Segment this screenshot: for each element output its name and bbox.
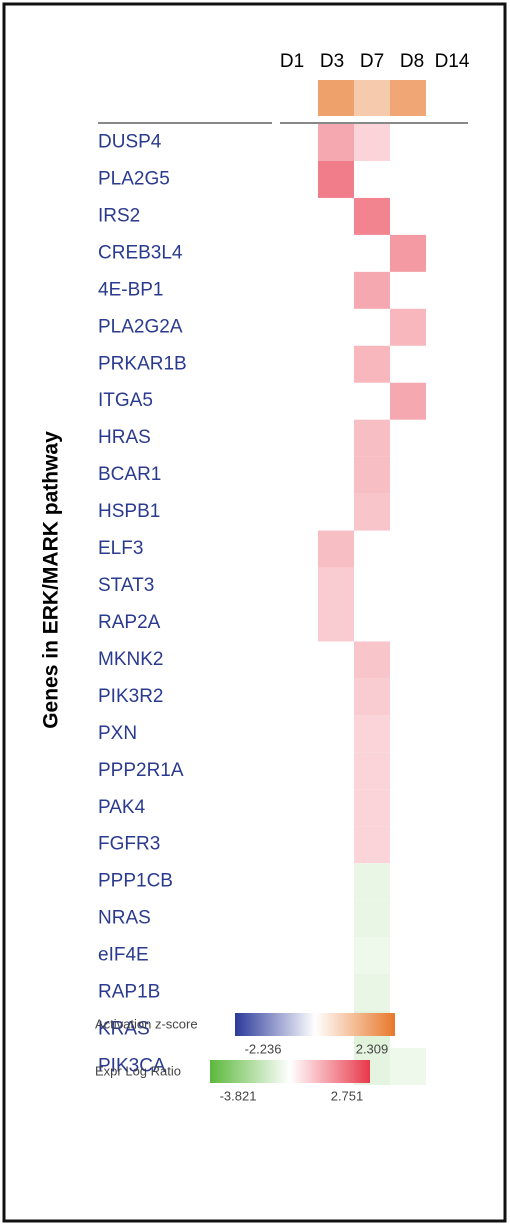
row-label: ITGA5 — [98, 390, 153, 411]
row-label: KRAS — [98, 1019, 150, 1040]
activation-cell — [318, 80, 354, 116]
heat-cell — [354, 974, 390, 1012]
row-label: PAK4 — [98, 797, 146, 818]
row-label: BCAR1 — [98, 464, 161, 485]
heat-cell — [354, 900, 390, 938]
heat-cell — [390, 308, 426, 346]
heat-cell — [354, 493, 390, 531]
column-label: D7 — [360, 51, 384, 72]
row-label: HRAS — [98, 427, 151, 448]
y-axis-label: Genes in ERK/MARK pathway — [40, 431, 63, 729]
heat-cell — [318, 160, 354, 198]
legend-title: Activation z-score — [95, 1016, 198, 1031]
row-label: DUSP4 — [98, 131, 162, 152]
column-label: D1 — [280, 51, 304, 72]
row-label: PLA2G5 — [98, 168, 170, 189]
heat-cell — [354, 937, 390, 975]
row-label: PXN — [98, 723, 137, 744]
legend-bar — [235, 1013, 395, 1036]
row-label: CREB3L4 — [98, 242, 183, 263]
heat-cell — [318, 567, 354, 605]
row-label: IRS2 — [98, 205, 140, 226]
legend-max: 2.751 — [331, 1088, 364, 1103]
row-label: PIK3CA — [98, 1055, 166, 1076]
heat-cell — [354, 419, 390, 457]
row-label: PRKAR1B — [98, 353, 187, 374]
heat-cell — [390, 1048, 426, 1085]
heat-cell — [354, 752, 390, 790]
heat-cell — [390, 382, 426, 420]
row-label: NRAS — [98, 908, 151, 929]
heat-cell — [354, 271, 390, 309]
heat-cell — [354, 826, 390, 864]
row-label: PPP2R1A — [98, 760, 184, 781]
row-label: PPP1CB — [98, 871, 173, 892]
row-label: RAP1B — [98, 982, 160, 1003]
row-label: eIF4E — [98, 945, 149, 966]
heat-cell — [354, 863, 390, 901]
row-label: FGFR3 — [98, 834, 160, 855]
heat-cell — [318, 604, 354, 642]
legend-bar — [210, 1060, 370, 1083]
legend-min: -2.236 — [245, 1041, 282, 1056]
row-label: HSPB1 — [98, 501, 160, 522]
heat-cell — [354, 715, 390, 753]
column-label: D3 — [320, 51, 344, 72]
heat-cell — [354, 197, 390, 235]
legend-min: -3.821 — [220, 1088, 257, 1103]
column-label: D8 — [400, 51, 424, 72]
row-label: PIK3R2 — [98, 686, 163, 707]
activation-cell — [390, 80, 426, 116]
heat-cell — [354, 124, 390, 161]
heat-cell — [390, 234, 426, 272]
heat-cell — [354, 345, 390, 383]
heat-cell — [354, 641, 390, 679]
heat-cell — [354, 678, 390, 716]
row-label: MKNK2 — [98, 649, 163, 670]
heat-cell — [318, 124, 354, 161]
heat-cell — [354, 456, 390, 494]
legend-title: Expr Log Ratio — [95, 1063, 181, 1078]
heat-cell — [318, 530, 354, 568]
row-label: PLA2G2A — [98, 316, 183, 337]
row-label: RAP2A — [98, 612, 161, 633]
heat-cell — [354, 789, 390, 827]
legend-max: 2.309 — [356, 1041, 389, 1056]
activation-cell — [354, 80, 390, 116]
row-label: ELF3 — [98, 538, 143, 559]
column-label: D14 — [435, 51, 470, 72]
row-label: STAT3 — [98, 575, 154, 596]
row-label: 4E-BP1 — [98, 279, 163, 300]
